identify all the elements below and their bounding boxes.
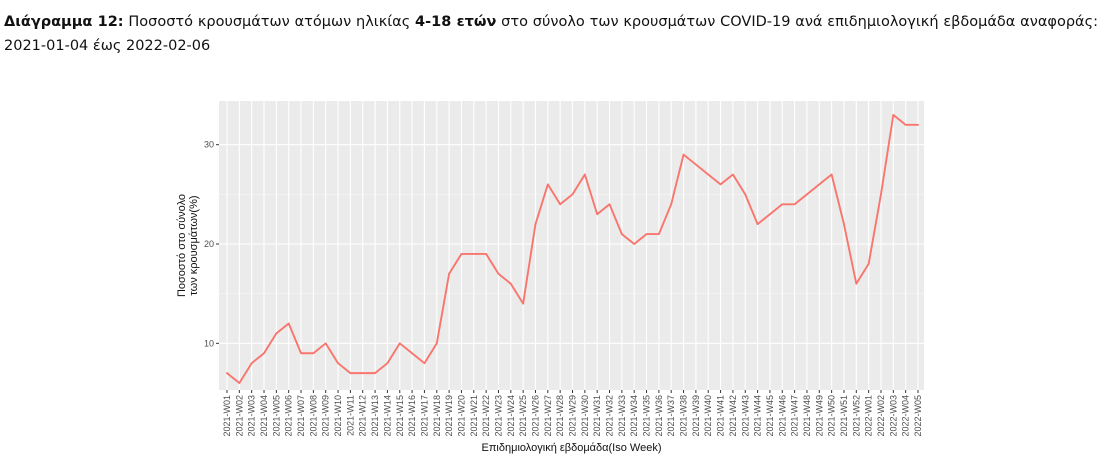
x-tick-label: 2021-W02 [234, 395, 244, 437]
x-tick-label: 2021-W31 [592, 395, 602, 437]
x-tick-label: 2021-W28 [555, 395, 565, 437]
caption-text-part1: Ποσοστό κρουσμάτων ατόμων ηλικίας [123, 14, 416, 30]
x-tick-label: 2021-W30 [580, 395, 590, 437]
x-tick-label: 2021-W15 [395, 395, 405, 437]
x-tick-label: 2021-W41 [716, 395, 726, 437]
y-tick-label: 20 [204, 239, 214, 249]
x-tick-label: 2021-W03 [247, 395, 257, 437]
y-axis-title-line1: Ποσοστό στο σύνολο [176, 194, 188, 297]
x-tick-label: 2021-W45 [765, 395, 775, 437]
x-tick-label: 2021-W01 [222, 395, 232, 437]
x-tick-label: 2021-W39 [691, 395, 701, 437]
x-tick-label: 2021-W20 [456, 395, 466, 437]
x-tick-label: 2021-W25 [518, 395, 528, 437]
y-tick-label: 30 [204, 140, 214, 150]
x-tick-label: 2021-W33 [617, 395, 627, 437]
x-tick-label: 2021-W24 [506, 395, 516, 437]
x-tick-label: 2021-W34 [629, 395, 639, 437]
x-tick-label: 2021-W51 [839, 395, 849, 437]
caption-age-group: 4-18 ετών [415, 14, 497, 30]
x-tick-label: 2021-W21 [469, 395, 479, 437]
x-tick-label: 2021-W27 [543, 395, 553, 437]
figure-caption: Διάγραμμα 12: Ποσοστό κρουσμάτων ατόμων … [4, 10, 1098, 58]
x-tick-label: 2021-W19 [444, 395, 454, 437]
x-tick-label: 2021-W37 [666, 395, 676, 437]
x-tick-label: 2021-W14 [382, 395, 392, 437]
y-axis-title-line2: των κρουσμάτων(%) [188, 195, 200, 295]
major-gridlines [219, 101, 924, 390]
x-tick-label: 2021-W23 [493, 395, 503, 437]
x-tick-label: 2021-W07 [296, 395, 306, 437]
x-axis-ticks: 2021-W01 2021-W02 2021-W03 2021-W04 2021-W05… [222, 390, 923, 437]
x-tick-label: 2021-W22 [481, 395, 491, 437]
x-tick-label: 2021-W40 [703, 395, 713, 437]
series-line [226, 113, 919, 384]
x-tick-label: 2021-W35 [642, 395, 652, 437]
y-tick-label: 10 [204, 338, 214, 348]
x-tick-label: 2021-W09 [321, 395, 331, 437]
x-tick-label: 2021-W18 [432, 395, 442, 437]
x-tick-label: 2021-W50 [827, 395, 837, 437]
x-tick-label: 2021-W16 [407, 395, 417, 437]
x-tick-label: 2021-W52 [851, 395, 861, 437]
x-tick-label: 2021-W44 [753, 395, 763, 437]
x-tick-label: 2021-W29 [568, 395, 578, 437]
x-tick-label: 2022-W05 [913, 395, 923, 437]
x-tick-label: 2022-W03 [888, 395, 898, 437]
x-tick-label: 2021-W13 [370, 395, 380, 437]
x-axis-title: Επιδημιολογική εβδομάδα(Iso Week) [482, 442, 662, 454]
y-axis-ticks: 10 20 30 [204, 140, 219, 348]
x-tick-label: 2021-W12 [358, 395, 368, 437]
x-tick-label: 2021-W04 [259, 395, 269, 437]
x-tick-label: 2021-W26 [530, 395, 540, 437]
x-tick-label: 2021-W42 [728, 395, 738, 437]
x-tick-label: 2021-W10 [333, 395, 343, 437]
x-tick-label: 2021-W36 [654, 395, 664, 437]
x-tick-label: 2021-W17 [419, 395, 429, 437]
x-tick-label: 2021-W38 [679, 395, 689, 437]
x-tick-label: 2021-W46 [777, 395, 787, 437]
caption-text-part2: στο σύνολο των κρουσμάτων COVID-19 ανά ε… [4, 14, 1098, 54]
x-tick-label: 2022-W01 [864, 395, 874, 437]
x-tick-label: 2021-W49 [814, 395, 824, 437]
x-tick-label: 2021-W08 [308, 395, 318, 437]
x-tick-label: 2022-W02 [876, 395, 886, 437]
x-tick-label: 2021-W32 [605, 395, 615, 437]
caption-label: Διάγραμμα 12: [4, 14, 124, 30]
x-tick-label: 2021-W47 [790, 395, 800, 437]
x-tick-label: 2022-W04 [901, 395, 911, 437]
x-tick-label: 2021-W06 [284, 395, 294, 437]
x-tick-label: 2021-W11 [345, 395, 355, 436]
x-tick-label: 2021-W43 [740, 395, 750, 437]
x-tick-label: 2021-W48 [802, 395, 812, 437]
x-tick-label: 2021-W05 [271, 395, 281, 437]
